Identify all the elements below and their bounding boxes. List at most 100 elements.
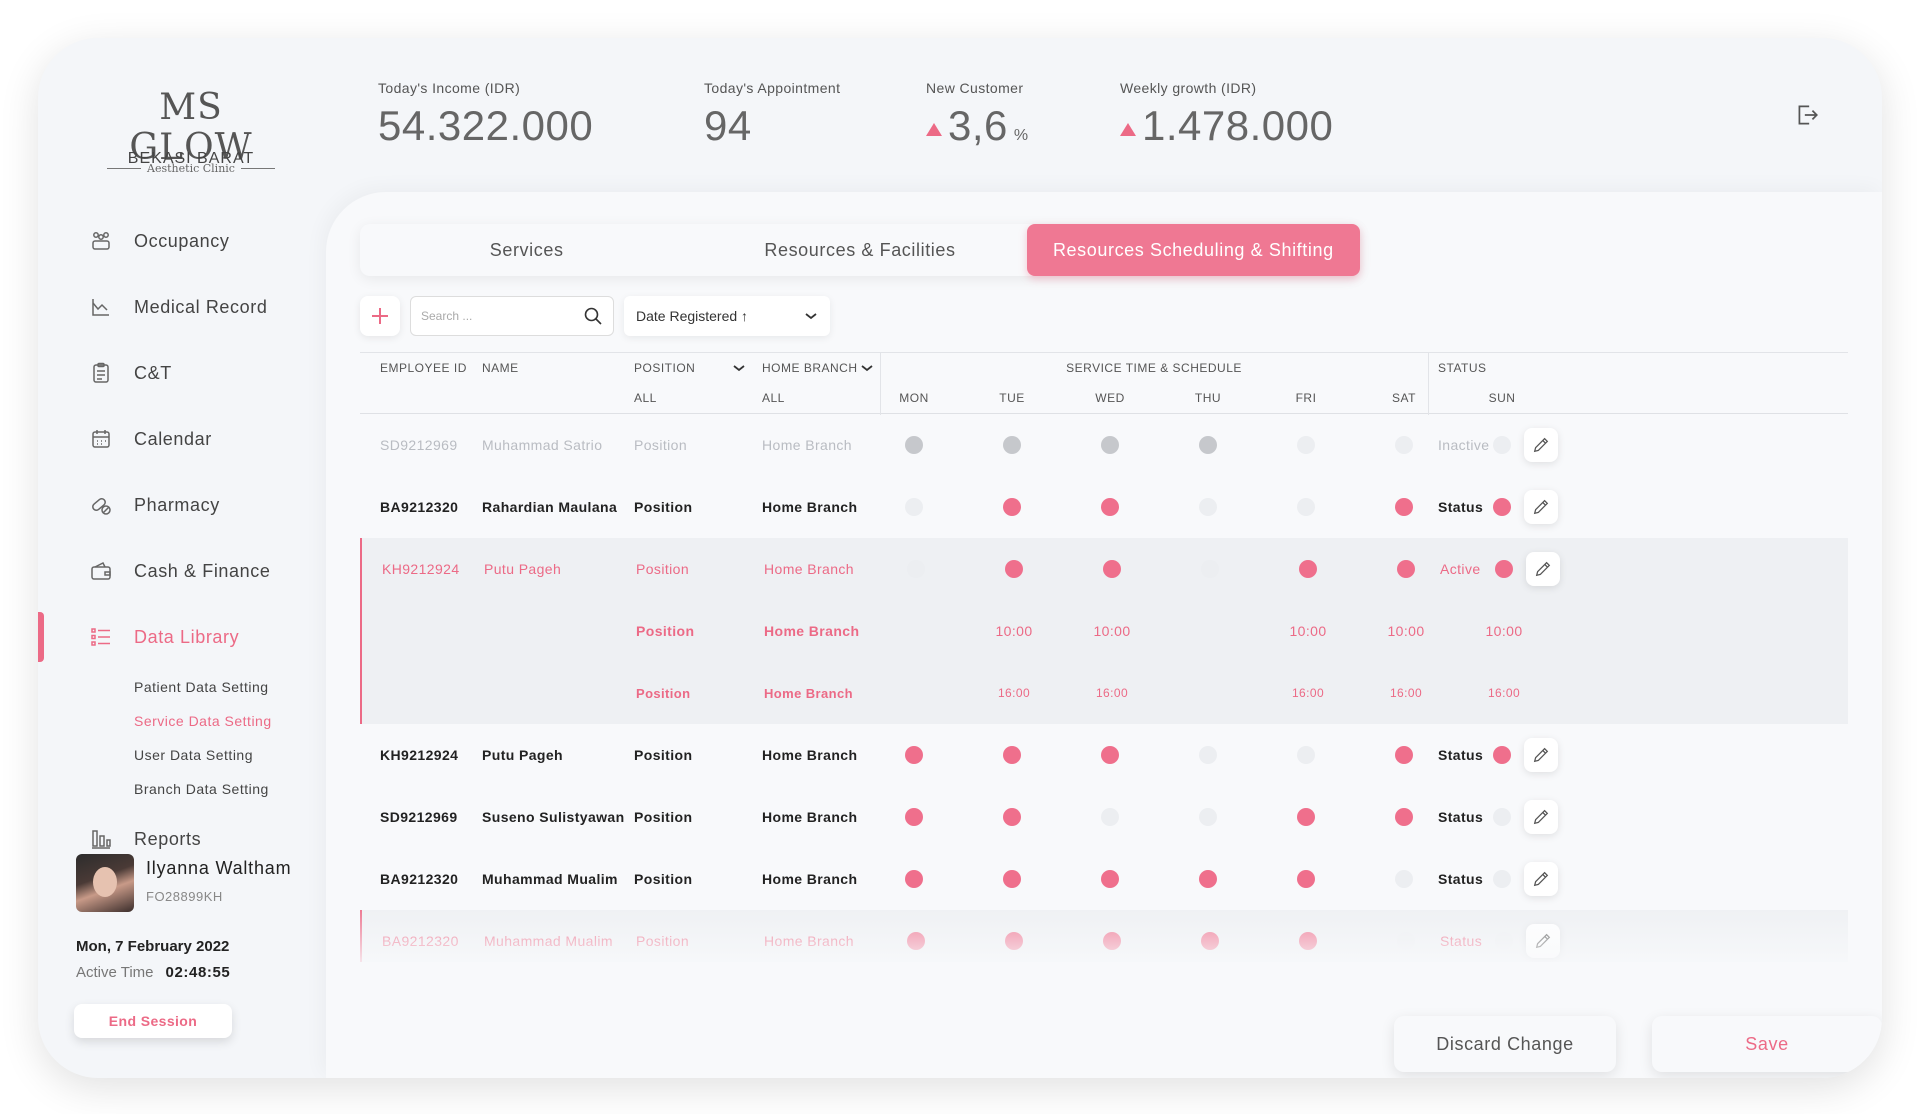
schedule-dot-sun[interactable] bbox=[1495, 932, 1513, 950]
cell-end-time-fri[interactable]: 16:00 bbox=[1291, 686, 1325, 700]
subnav-patient-data-setting[interactable]: Patient Data Setting bbox=[134, 679, 269, 695]
tab-resources-facilities[interactable]: Resources & Facilities bbox=[764, 239, 956, 260]
sidebar-item-reports[interactable]: Reports bbox=[38, 806, 326, 872]
schedule-dot-tue[interactable] bbox=[1003, 746, 1021, 764]
schedule-dot-sat[interactable] bbox=[1395, 436, 1413, 454]
schedule-dot-tue[interactable] bbox=[1003, 870, 1021, 888]
tab-services[interactable]: Services bbox=[489, 239, 564, 260]
schedule-dot-sun[interactable] bbox=[1493, 746, 1511, 764]
table-row[interactable]: SD9212969 Suseno Sulistyawan Position Home … bbox=[360, 786, 1848, 848]
schedule-dot-fri[interactable] bbox=[1299, 932, 1317, 950]
schedule-dot-sat[interactable] bbox=[1397, 560, 1415, 578]
add-button[interactable] bbox=[360, 296, 400, 336]
schedule-dot-wed[interactable] bbox=[1101, 436, 1119, 454]
table-row[interactable]: KH9212924 Putu Pageh Position Home Branch St… bbox=[360, 724, 1848, 786]
schedule-dot-thu[interactable] bbox=[1199, 436, 1217, 454]
schedule-dot-sun[interactable] bbox=[1493, 808, 1511, 826]
avatar[interactable] bbox=[76, 854, 134, 912]
schedule-dot-fri[interactable] bbox=[1297, 808, 1315, 826]
schedule-dot-thu[interactable] bbox=[1199, 746, 1217, 764]
cell-end-time-sun[interactable]: 16:00 bbox=[1487, 686, 1521, 700]
schedule-dot-tue[interactable] bbox=[1003, 808, 1021, 826]
search-input[interactable] bbox=[421, 309, 571, 323]
schedule-dot-sun[interactable] bbox=[1493, 436, 1511, 454]
table-row[interactable]: SD9212969 Muhammad Satrio Position Home Bra… bbox=[360, 414, 1848, 476]
schedule-dot-wed[interactable] bbox=[1103, 560, 1121, 578]
edit-button[interactable] bbox=[1524, 428, 1558, 462]
edit-button[interactable] bbox=[1524, 862, 1558, 896]
schedule-dot-thu[interactable] bbox=[1201, 560, 1219, 578]
tab-resources-scheduling[interactable]: Resources Scheduling & Shifting bbox=[1026, 224, 1360, 276]
schedule-dot-wed[interactable] bbox=[1101, 870, 1119, 888]
position-filter[interactable]: ALL bbox=[634, 391, 657, 405]
subnav-user-data-setting[interactable]: User Data Setting bbox=[134, 747, 253, 763]
sidebar-item-occupancy[interactable]: Occupancy bbox=[38, 208, 326, 274]
schedule-dot-thu[interactable] bbox=[1199, 870, 1217, 888]
schedule-dot-wed[interactable] bbox=[1101, 498, 1119, 516]
schedule-dot-sun[interactable] bbox=[1495, 560, 1513, 578]
cell-end-time-tue[interactable]: 16:00 bbox=[997, 686, 1031, 700]
schedule-dot-mon[interactable] bbox=[905, 870, 923, 888]
logout-icon[interactable] bbox=[1794, 102, 1820, 128]
schedule-dot-tue[interactable] bbox=[1005, 560, 1023, 578]
cell-start-time-sun[interactable]: 10:00 bbox=[1485, 623, 1523, 639]
sidebar-item-cash-finance[interactable]: Cash & Finance bbox=[38, 538, 326, 604]
schedule-dot-sat[interactable] bbox=[1395, 870, 1413, 888]
sidebar-item-calendar[interactable]: Calendar bbox=[38, 406, 326, 472]
schedule-dot-sun[interactable] bbox=[1493, 870, 1511, 888]
cell-end-time-sat[interactable]: 16:00 bbox=[1389, 686, 1423, 700]
schedule-dot-wed[interactable] bbox=[1103, 932, 1121, 950]
discard-change-button[interactable]: Discard Change bbox=[1394, 1016, 1616, 1072]
schedule-dot-fri[interactable] bbox=[1297, 498, 1315, 516]
schedule-dot-sat[interactable] bbox=[1395, 746, 1413, 764]
edit-button[interactable] bbox=[1526, 924, 1560, 958]
schedule-dot-mon[interactable] bbox=[905, 746, 923, 764]
table-row[interactable]: KH9212924 Putu Pageh Position Home Branch Ac… bbox=[360, 538, 1848, 724]
end-session-button[interactable]: End Session bbox=[74, 1004, 232, 1038]
schedule-dot-thu[interactable] bbox=[1199, 808, 1217, 826]
cell-start-time-wed[interactable]: 10:00 bbox=[1093, 623, 1131, 639]
cell-start-time-fri[interactable]: 10:00 bbox=[1289, 623, 1327, 639]
search-icon[interactable] bbox=[583, 306, 603, 326]
schedule-dot-fri[interactable] bbox=[1297, 746, 1315, 764]
schedule-dot-mon[interactable] bbox=[905, 498, 923, 516]
edit-button[interactable] bbox=[1524, 738, 1558, 772]
schedule-dot-fri[interactable] bbox=[1297, 870, 1315, 888]
schedule-dot-fri[interactable] bbox=[1297, 436, 1315, 454]
schedule-dot-wed[interactable] bbox=[1101, 808, 1119, 826]
schedule-dot-thu[interactable] bbox=[1201, 932, 1219, 950]
subnav-branch-data-setting[interactable]: Branch Data Setting bbox=[134, 781, 269, 797]
sidebar-item-medical-record[interactable]: Medical Record bbox=[38, 274, 326, 340]
edit-button[interactable] bbox=[1526, 552, 1560, 586]
cell-start-time-tue[interactable]: 10:00 bbox=[995, 623, 1033, 639]
cell-end-time-wed[interactable]: 16:00 bbox=[1095, 686, 1129, 700]
sidebar-item-pharmacy[interactable]: Pharmacy bbox=[38, 472, 326, 538]
schedule-dot-wed[interactable] bbox=[1101, 746, 1119, 764]
schedule-dot-sun[interactable] bbox=[1493, 498, 1511, 516]
schedule-dot-sat[interactable] bbox=[1395, 498, 1413, 516]
chevron-down-icon[interactable] bbox=[860, 361, 874, 375]
save-button[interactable]: Save bbox=[1652, 1016, 1882, 1072]
schedule-dot-mon[interactable] bbox=[905, 808, 923, 826]
sidebar-item-ct[interactable]: C&T bbox=[38, 340, 326, 406]
schedule-dot-mon[interactable] bbox=[907, 560, 925, 578]
schedule-dot-tue[interactable] bbox=[1003, 498, 1021, 516]
edit-button[interactable] bbox=[1524, 490, 1558, 524]
edit-button[interactable] bbox=[1524, 800, 1558, 834]
schedule-dot-fri[interactable] bbox=[1299, 560, 1317, 578]
table-row[interactable]: BA9212320 Muhammad Mualim Position Home Bra… bbox=[360, 848, 1848, 910]
chevron-down-icon[interactable] bbox=[732, 361, 746, 375]
sidebar-item-data-library[interactable]: Data Library bbox=[38, 604, 326, 670]
schedule-dot-sat[interactable] bbox=[1397, 932, 1415, 950]
schedule-dot-tue[interactable] bbox=[1005, 932, 1023, 950]
schedule-dot-tue[interactable] bbox=[1003, 436, 1021, 454]
subnav-service-data-setting[interactable]: Service Data Setting bbox=[134, 713, 272, 729]
schedule-dot-thu[interactable] bbox=[1199, 498, 1217, 516]
schedule-dot-mon[interactable] bbox=[905, 436, 923, 454]
schedule-dot-sat[interactable] bbox=[1395, 808, 1413, 826]
home-branch-filter[interactable]: ALL bbox=[762, 391, 785, 405]
table-row[interactable]: BA9212320 Rahardian Maulana Position Home B… bbox=[360, 476, 1848, 538]
cell-start-time-sat[interactable]: 10:00 bbox=[1387, 623, 1425, 639]
table-row[interactable]: BA9212320 Muhammad Mualim Position Home Bra… bbox=[360, 910, 1848, 962]
schedule-dot-mon[interactable] bbox=[907, 932, 925, 950]
